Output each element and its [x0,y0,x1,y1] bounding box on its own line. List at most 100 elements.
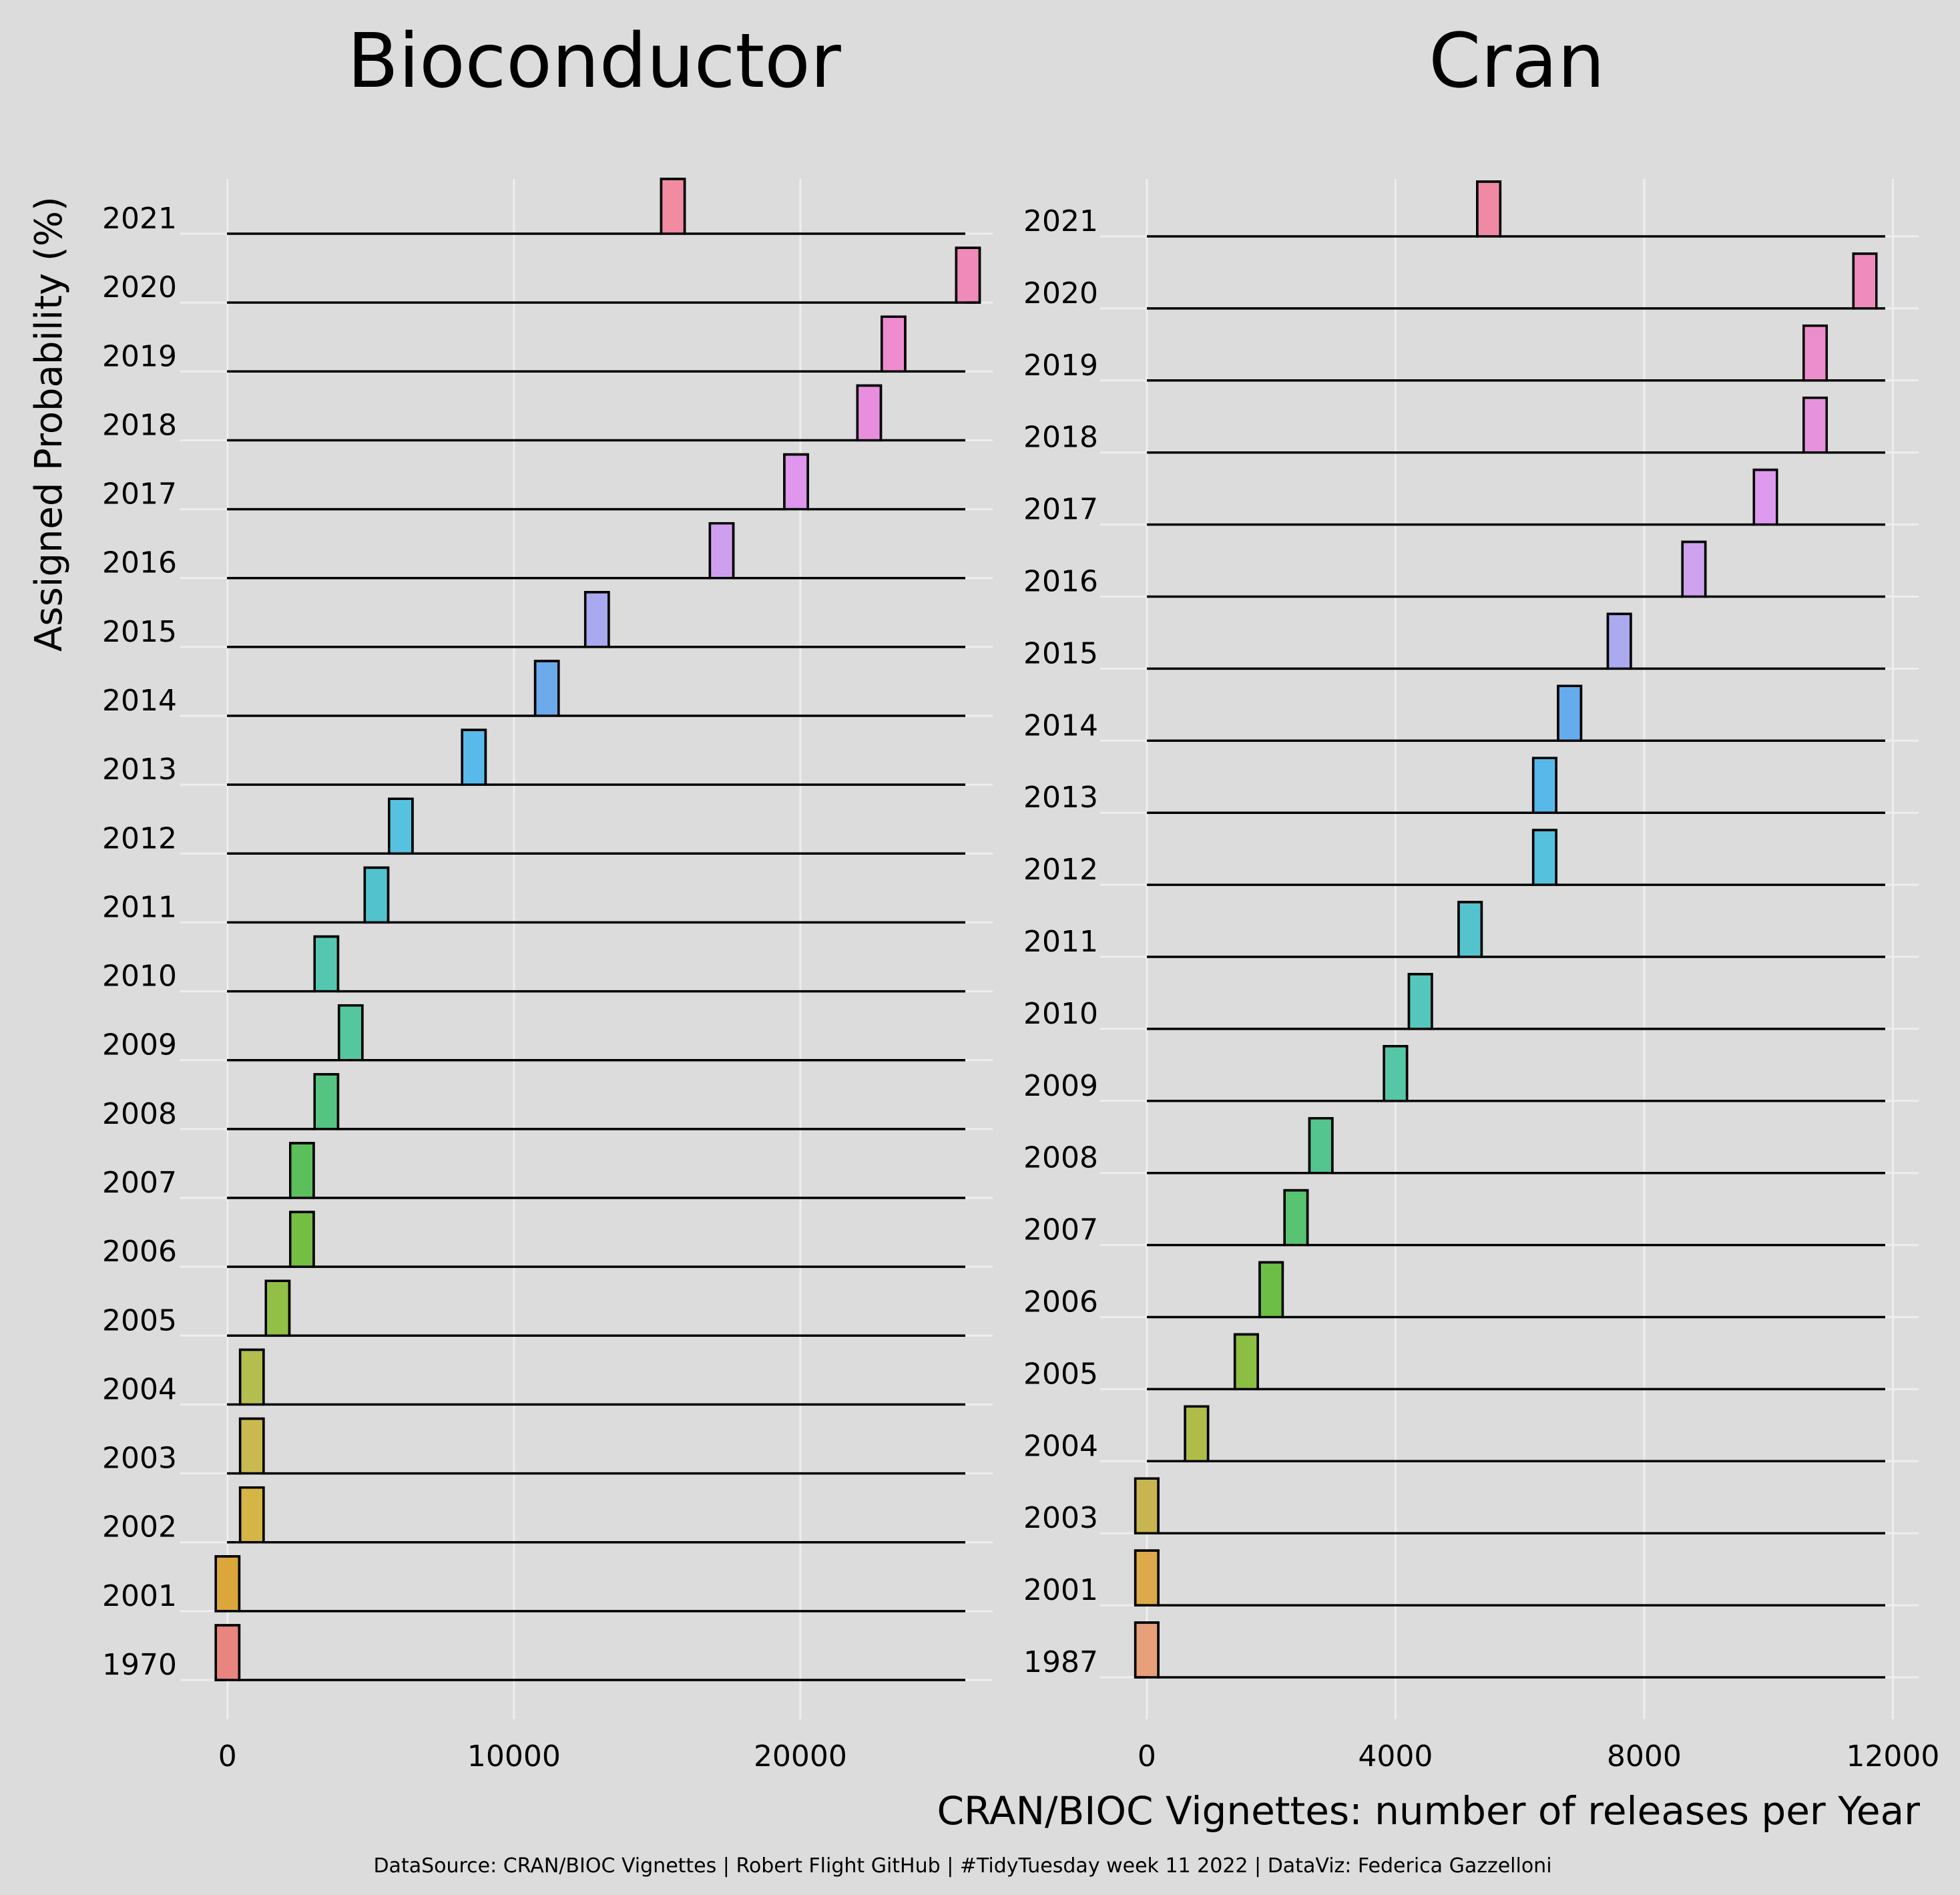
y-tick-label: 2018 [1023,421,1098,455]
ridge-bar-2003 [1134,1477,1160,1534]
y-tick-label: 2009 [102,1028,177,1062]
ridge-outline-2018 [1147,396,1885,454]
ridge-outline-2016 [227,521,965,580]
ridge-outline-2007 [227,1142,965,1199]
panel-title-bioconductor: Bioconductor [347,18,842,105]
ridges [1134,180,1885,1679]
y-axis-title: Assigned Probability (%) [27,196,71,652]
ridge-bar-2011 [363,866,390,924]
ridge-outline-2018 [227,384,965,442]
ridge-bar-2018 [1802,396,1828,454]
ridge-bar-2015 [1606,612,1632,670]
x-tick-label: 4000 [1358,1739,1433,1773]
ridge-bar-2016 [1681,540,1707,598]
panel-bioconductor: 2021 2020 2019 2018 2017 2016 2015 2014 2013 2012… [102,18,993,1773]
ridge-bar-2008 [1308,1116,1334,1175]
ridge-bar-2021 [1476,180,1502,238]
ridge-outline-2019 [1147,325,1885,382]
ridge-outline-2004 [1147,1405,1885,1463]
ridge-outline-2011 [227,866,965,924]
y-tick-label: 2019 [1023,349,1098,383]
y-tick-label: 2017 [102,477,177,511]
ridges [214,178,981,1681]
y-tick-label: 2005 [1023,1357,1098,1391]
y-tick-label: 2001 [1023,1573,1098,1607]
ridge-outline-2008 [1147,1116,1885,1175]
ridge-outline-2008 [227,1073,965,1130]
ridge-outline-2006 [227,1211,965,1268]
y-tick-label: 2009 [1023,1069,1098,1103]
ridge-outline-2021 [227,178,965,235]
ridge-outline-1970 [214,1624,965,1681]
ridge-bar-2006 [288,1211,315,1268]
ridge-outline-2001 [214,1555,965,1613]
ridge-bar-2007 [288,1142,315,1199]
ridge-bar-2010 [1407,973,1433,1030]
ridge-outline-2009 [1147,1045,1885,1102]
y-tick-label: 2014 [102,684,177,718]
ridge-outline-2012 [227,797,965,855]
ridge-bar-2011 [1457,901,1483,958]
y-tick-label: 1970 [102,1648,177,1682]
y-tick-label: 2004 [1023,1429,1098,1463]
ridge-bar-2018 [856,384,883,442]
ridge-bar-2001 [1134,1549,1160,1607]
y-tick-label: 2011 [1023,925,1098,959]
ridge-bar-2013 [1531,757,1557,814]
y-tick-label: 2021 [1023,204,1098,238]
ridge-bar-2020 [1852,252,1878,310]
ridge-bar-2002 [238,1486,265,1544]
ridge-outline-2003 [1134,1477,1885,1534]
ridge-bar-2017 [783,453,809,511]
ridge-bar-2019 [881,315,907,373]
ridge-outline-2012 [1147,829,1885,886]
ridge-bar-2014 [1557,684,1583,743]
y-tick-label: 2012 [1023,853,1098,887]
y-tick-label: 2015 [102,615,177,649]
y-tick-label: 2007 [102,1166,177,1200]
ridge-outline-2021 [1147,180,1885,238]
ridge-bar-2007 [1283,1189,1309,1247]
y-tick-label: 2020 [1023,276,1098,310]
y-tick-label: 2003 [102,1442,177,1476]
ridge-bar-2020 [955,246,981,304]
y-tick-label: 2016 [1023,565,1098,599]
ridge-outline-2005 [227,1279,965,1337]
panel-cran: 2021 2020 2019 2018 2017 2016 2015 2014 2013 2012… [1023,18,1939,1773]
x-tick-labels: 0 10000 20000 [218,1739,847,1773]
y-tick-label: 2010 [102,960,177,994]
ridge-bar-2005 [1233,1333,1259,1391]
panel-title-cran: Cran [1429,18,1605,105]
y-tick-label: 2019 [102,339,177,373]
x-tick-label: 12000 [1846,1739,1939,1773]
ridge-outline-2017 [227,453,965,511]
y-tick-label: 2005 [102,1303,177,1337]
ridge-outline-2001 [1134,1549,1885,1607]
y-tick-label: 2006 [1023,1285,1098,1319]
ridge-bar-2006 [1258,1261,1284,1319]
ridge-outline-2003 [227,1417,965,1475]
y-tick-label: 2001 [102,1579,177,1613]
ridge-outline-2004 [227,1348,965,1406]
ridge-outline-2013 [1147,757,1885,814]
y-tick-label: 2015 [1023,636,1098,670]
y-tick-label: 2013 [1023,781,1098,815]
y-tick-label: 2007 [1023,1213,1098,1247]
x-axis-title: CRAN/BIOC Vignettes: number of releases … [937,1788,1920,1834]
ridge-bar-2021 [660,178,686,235]
ridge-bar-2009 [337,1004,364,1062]
y-tick-label: 2008 [1023,1141,1098,1175]
y-tick-label: 2012 [102,821,177,855]
ridge-bar-2008 [313,1073,340,1130]
ridge-bar-2004 [1184,1405,1210,1463]
x-tick-label: 10000 [467,1739,561,1773]
x-tick-label: 0 [218,1739,237,1773]
x-tick-labels: 0 4000 8000 12000 [1138,1739,1940,1773]
ridge-bar-2012 [1531,829,1557,886]
ridge-outline-2014 [1147,684,1885,743]
ridge-bar-2003 [238,1417,265,1475]
ridge-bar-2016 [708,521,735,580]
ridge-bar-2012 [388,797,414,855]
y-tick-label: 1987 [1023,1645,1098,1679]
